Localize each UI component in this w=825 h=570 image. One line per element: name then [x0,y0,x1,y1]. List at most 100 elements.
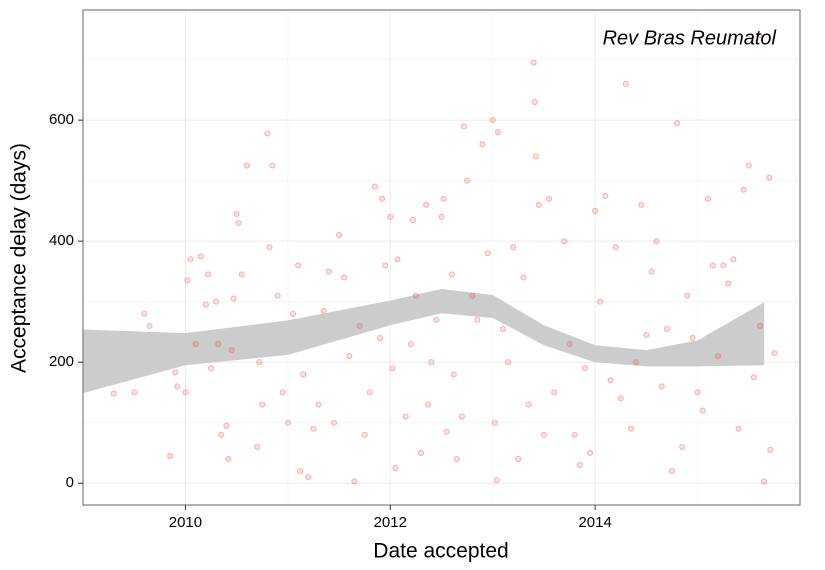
point [535,201,542,208]
point [458,413,466,420]
point [566,340,573,348]
point [745,162,752,169]
point [425,401,432,408]
point [274,292,281,299]
point [235,219,242,227]
point [366,389,373,396]
point [330,419,338,426]
point [197,253,204,260]
point [622,80,629,87]
panel-border [82,9,801,506]
point [515,455,522,463]
point [499,325,507,332]
point [638,201,645,208]
point [254,443,261,450]
point [315,401,322,408]
point [412,292,419,299]
point [460,123,468,130]
point [110,390,117,397]
point [581,365,588,372]
axes: 2010 2012 2014 0 200 400 600 [49,111,612,531]
point [730,256,737,263]
point [443,428,450,435]
point [371,183,378,190]
point [474,316,481,323]
point [520,274,527,281]
point [295,262,302,269]
point [699,407,706,414]
point [423,201,430,208]
x-axis-title: Date accepted [373,540,508,563]
point [479,141,486,148]
point [484,250,491,257]
point [658,383,665,390]
point [182,389,189,396]
point [394,256,401,263]
point [740,186,747,193]
point [141,310,148,317]
point [607,377,614,384]
point [532,153,539,160]
point [505,359,512,366]
y-tick-label: 0 [66,474,74,491]
point [192,340,199,348]
point [761,478,768,485]
point [735,425,742,432]
point [376,334,384,342]
point [767,446,774,453]
point [379,195,386,202]
point [269,162,276,169]
point [694,389,701,396]
point [202,301,209,308]
point [336,232,343,239]
point [284,419,291,426]
point [215,340,222,348]
point [689,334,696,342]
point [586,449,594,457]
point [679,443,686,450]
smooth-band [83,289,765,394]
point [297,468,304,475]
point [230,295,237,302]
point [771,350,778,357]
point [551,389,558,396]
point [351,478,358,485]
x-tick-label: 2010 [169,514,202,531]
point [310,425,317,432]
point [530,59,537,66]
point [174,383,181,390]
point [228,347,235,354]
point [320,307,327,314]
point [440,195,447,202]
point [167,452,174,460]
point [402,413,409,420]
point [704,195,711,202]
point [648,268,655,275]
point [627,425,635,432]
point [684,292,691,299]
point [346,353,353,360]
point [256,359,263,366]
point [305,474,312,481]
point [325,268,332,275]
point [494,129,501,136]
point [341,274,348,281]
point [469,292,476,299]
point [674,120,681,127]
point [561,238,568,245]
confidence-band [83,289,765,394]
point [259,401,266,408]
point [531,98,538,106]
point [592,207,599,214]
point [218,431,225,438]
point [433,316,440,323]
point [243,162,250,169]
point [225,455,232,463]
point [571,431,578,438]
point [207,365,215,372]
point [213,298,220,305]
point [663,325,670,332]
point [766,174,773,181]
point [264,130,271,137]
point [233,210,240,217]
